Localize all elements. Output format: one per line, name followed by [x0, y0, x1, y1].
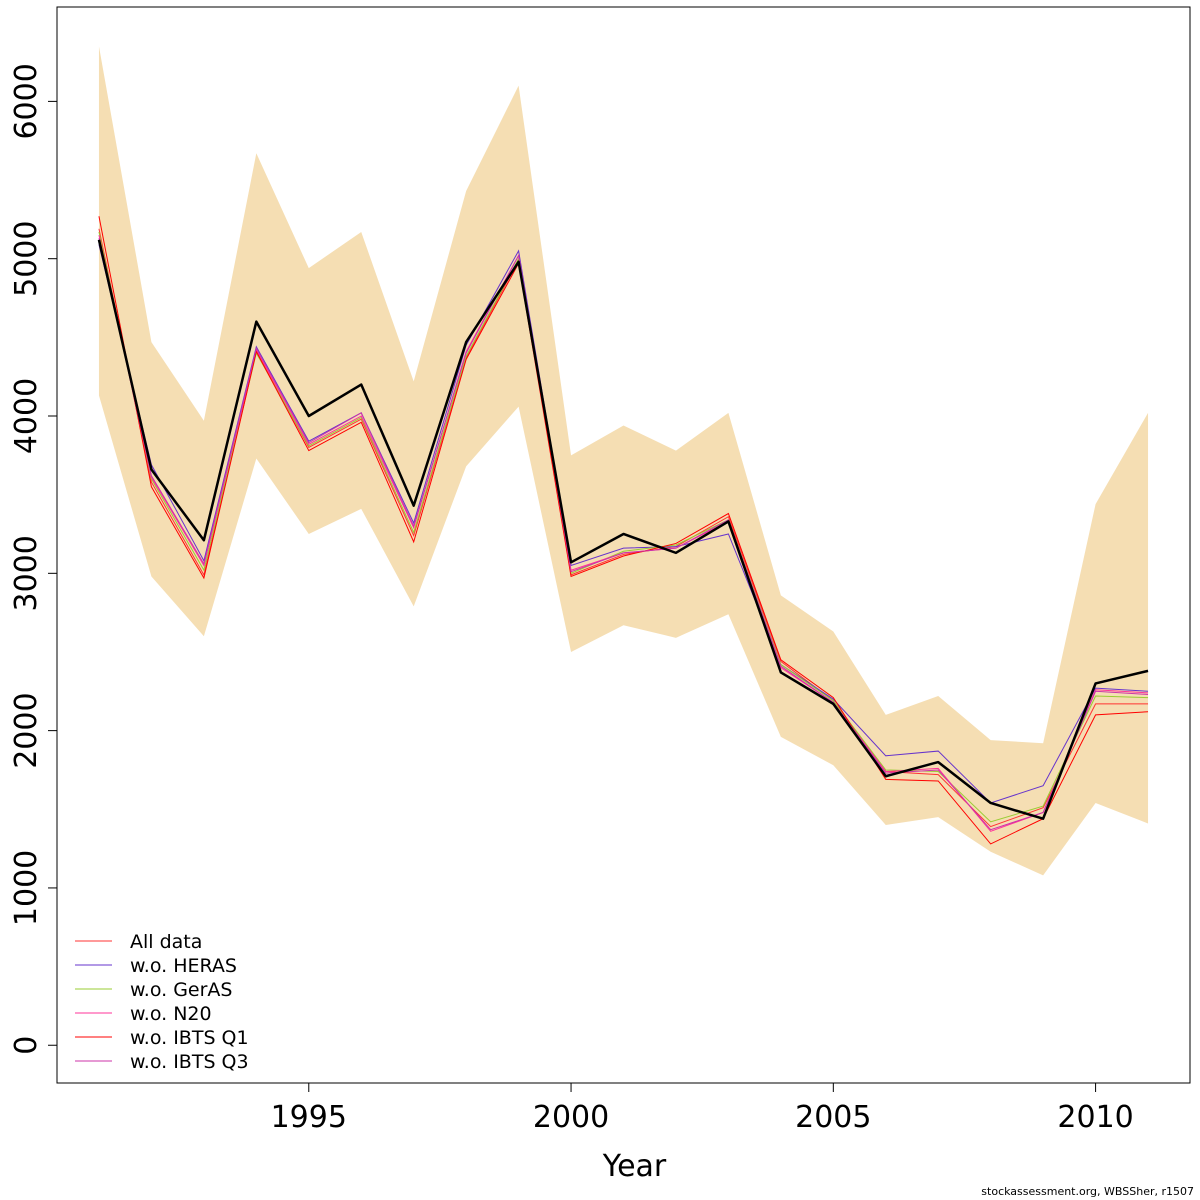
x-tick-label-2010: 2010: [1057, 1100, 1133, 1135]
confidence-band: [98, 46, 1149, 876]
reference-series-line: [97, 239, 1149, 820]
series-line-4: [98, 216, 1149, 845]
y-tick-label-1000: 1000: [9, 850, 44, 926]
x-tick-label-2000: 2000: [533, 1100, 609, 1135]
x-tick-label-1995: 1995: [271, 1100, 347, 1135]
credit-text: stockassessment.org, WBSSher, r1507: [981, 1185, 1194, 1198]
legend-label-2: w.o. GerAS: [130, 979, 233, 1001]
confidence-band-layer: [98, 46, 1149, 876]
legend-label-5: w.o. IBTS Q3: [130, 1051, 249, 1073]
series-line-5: [98, 238, 1149, 831]
y-tick-label-5000: 5000: [9, 221, 44, 297]
series-line-1: [98, 244, 1149, 804]
y-tick-label-4000: 4000: [9, 378, 44, 454]
y-tick-label-0: 0: [9, 1036, 44, 1055]
x-axis-title: Year: [602, 1149, 667, 1184]
plot-frame: [56, 6, 1191, 1084]
legend-label-3: w.o. N20: [130, 1003, 212, 1025]
series-lines-layer: [97, 216, 1149, 845]
x-tick-label-2005: 2005: [795, 1100, 871, 1135]
legend-label-1: w.o. HERAS: [130, 955, 237, 977]
y-tick-label-2000: 2000: [9, 692, 44, 768]
legend-label-4: w.o. IBTS Q1: [130, 1027, 249, 1049]
y-tick-label-3000: 3000: [9, 535, 44, 611]
legend-label-0: All data: [130, 931, 202, 953]
y-tick-label-6000: 6000: [9, 63, 44, 139]
